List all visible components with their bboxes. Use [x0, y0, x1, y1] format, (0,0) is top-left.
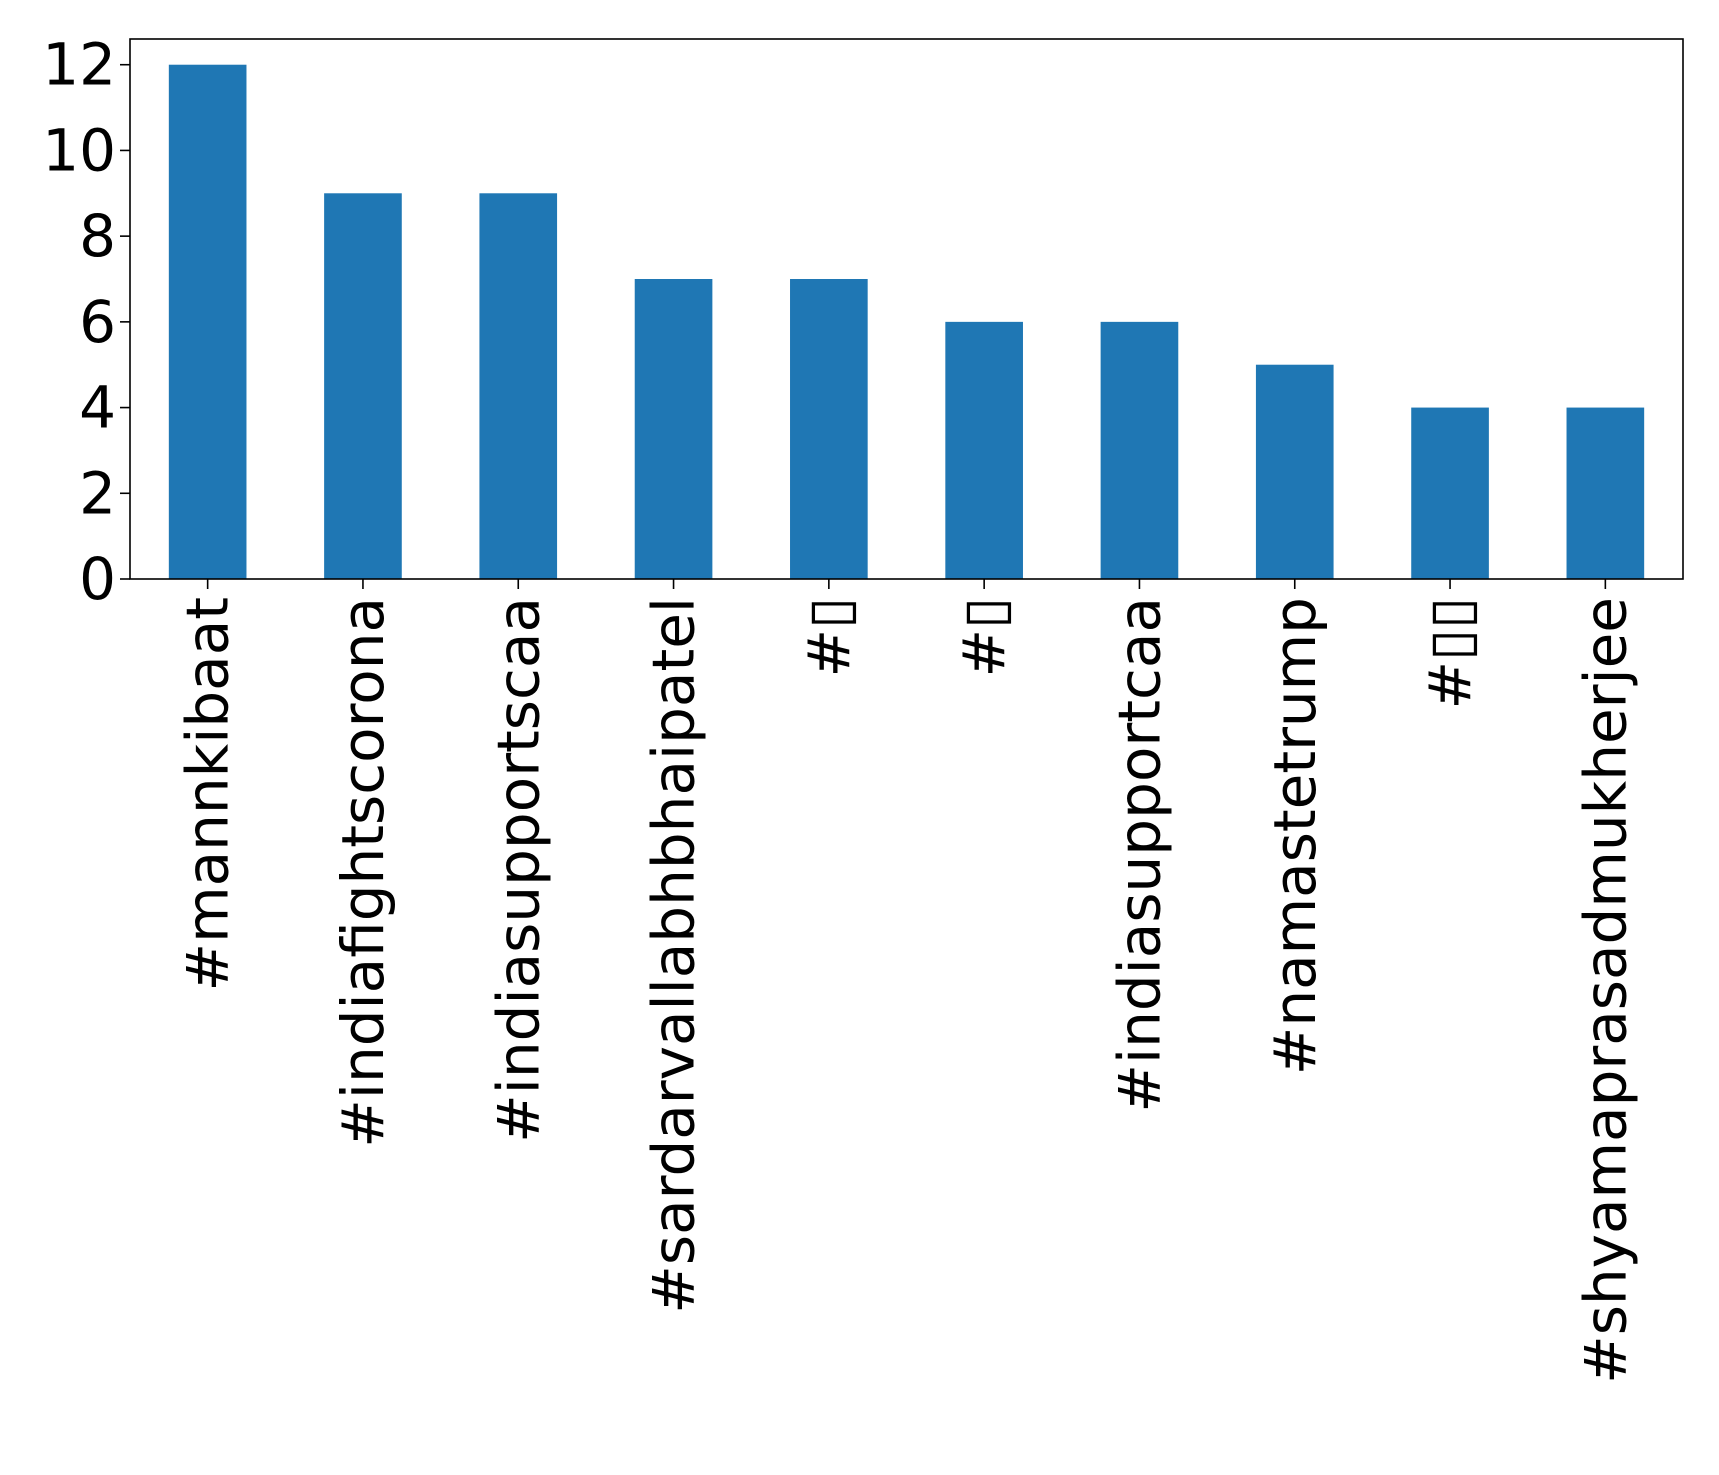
x-tick-label: #indiasupportscaa [484, 597, 552, 1143]
bar-9 [1411, 407, 1489, 579]
y-tick-label: 4 [79, 374, 116, 442]
y-tick-label: 12 [42, 31, 116, 99]
plot-frame [129, 38, 1684, 580]
bar-4 [634, 279, 713, 579]
x-tick-label: #▯ [950, 597, 1018, 678]
x-tick-label: #sardarvallabhbhaipatel [640, 597, 708, 1314]
x-tick-label: #indiafightscorona [329, 597, 397, 1148]
x-tick-label: #shyamaprasadmukherjee [1571, 597, 1639, 1384]
x-tick-label: #▯ [795, 597, 863, 678]
bar-2 [324, 193, 402, 580]
bar-5 [790, 279, 868, 579]
bar-10 [1566, 407, 1645, 579]
x-tick-label: #mannkibaat [174, 597, 242, 992]
y-tick-label: 0 [79, 545, 116, 613]
x-tick-label: #namastetrump [1261, 597, 1329, 1075]
bars-group [168, 64, 1645, 580]
bar-1 [168, 64, 247, 579]
y-tick-label: 6 [79, 288, 116, 356]
x-tick-label: #indiasupportcaa [1105, 597, 1173, 1113]
y-tick-label: 2 [79, 459, 116, 527]
bar-6 [945, 321, 1023, 579]
y-axis: 0 2 4 6 8 10 12 [42, 31, 130, 613]
bar-3 [479, 193, 558, 580]
y-tick-label: 8 [79, 202, 116, 270]
y-tick-label: 10 [42, 116, 116, 184]
bar-7 [1100, 321, 1179, 579]
x-axis: #mannkibaat #indiafightscorona #indiasuppo… [174, 579, 1639, 1384]
bar-8 [1255, 364, 1334, 579]
x-tick-label: #▯▯ [1416, 597, 1484, 709]
